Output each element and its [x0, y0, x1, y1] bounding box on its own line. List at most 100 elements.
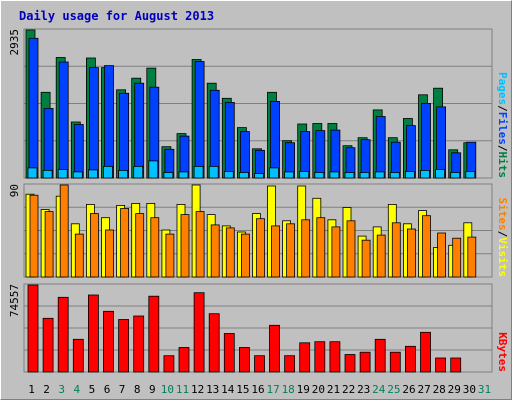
visits-sites-bar-day-21	[331, 226, 341, 278]
hits-pages-bar-day-28	[435, 168, 446, 179]
x-tick-label-day-7: 7	[119, 383, 126, 396]
hits-panel: 2935	[8, 28, 493, 179]
hits-pages-bar-day-23	[359, 172, 370, 179]
hits-pages-bar-day-12	[193, 165, 204, 179]
x-tick-label-day-8: 8	[134, 383, 141, 396]
hits-files-bar-day-14	[224, 102, 235, 179]
hits-pages-bar-day-9	[148, 160, 159, 179]
hits-files-bar-day-12	[194, 61, 205, 179]
x-tick-label-day-12: 12	[191, 383, 204, 396]
x-tick-label-day-16: 16	[251, 383, 264, 396]
hits-pages-bar-day-17	[269, 167, 279, 179]
hits-pages-bar-day-27	[420, 169, 430, 179]
kbytes-kbytes-bar-day-21	[329, 341, 341, 373]
hits-files-bar-day-13	[209, 89, 220, 179]
kbytes-kbytes-bar-day-7	[118, 319, 129, 373]
visits-sites-bar-day-3	[59, 184, 69, 278]
x-tick-label-day-18: 18	[282, 383, 295, 396]
hits-files-bar-day-27	[421, 103, 431, 179]
hits-files-bar-day-26	[405, 125, 416, 179]
kbytes-kbytes-bar-day-3	[57, 296, 69, 373]
visits-sites-bar-day-14	[225, 227, 235, 278]
x-tick-label-day-23: 23	[357, 383, 370, 396]
hits-files-bar-day-17	[270, 101, 280, 179]
x-tick-label-day-17: 17	[266, 383, 279, 396]
visits-sites-bar-day-29	[452, 237, 462, 278]
visits-sites-bar-day-25	[391, 222, 401, 278]
hits-files-bar-day-5	[89, 67, 99, 179]
kbytes-kbytes-bar-day-17	[269, 324, 280, 373]
visits-panel: 90	[8, 183, 493, 278]
legend-entry: Sites	[496, 198, 509, 231]
hits-pages-bar-day-2	[42, 169, 53, 179]
visits-panel-legend: Sites/Visits	[496, 198, 509, 278]
hits-pages-bar-day-1	[27, 167, 38, 179]
visits-sites-bar-day-30	[467, 236, 477, 278]
kbytes-kbytes-bar-day-15	[238, 347, 250, 373]
x-tick-label-day-2: 2	[43, 383, 50, 396]
legend-entry: Files	[496, 112, 509, 145]
kbytes-kbytes-bar-day-27	[420, 331, 431, 373]
visits-sites-bar-day-22	[346, 220, 356, 278]
hits-pages-bar-day-5	[88, 169, 98, 179]
kbytes-kbytes-bar-day-9	[148, 295, 160, 373]
kbytes-panel: 74557	[8, 283, 493, 373]
visits-ymax-label: 90	[8, 184, 21, 197]
kbytes-kbytes-bar-day-29	[450, 357, 462, 373]
x-tick-label-day-5: 5	[89, 383, 96, 396]
x-tick-label-day-20: 20	[312, 383, 325, 396]
visits-sites-bar-day-16	[256, 218, 265, 278]
kbytes-kbytes-bar-day-28	[435, 357, 447, 373]
x-tick-label-day-6: 6	[104, 383, 111, 396]
hits-pages-bar-day-26	[404, 170, 415, 179]
x-tick-label-day-28: 28	[433, 383, 446, 396]
visits-sites-bar-day-12	[195, 211, 205, 278]
legend-entry: /	[496, 145, 509, 152]
x-tick-label-day-22: 22	[342, 383, 355, 396]
x-tick-label-day-11: 11	[176, 383, 189, 396]
visits-sites-bar-day-26	[406, 228, 416, 278]
kbytes-kbytes-bar-day-10	[163, 355, 175, 373]
hits-files-bar-day-2	[43, 108, 54, 179]
visits-sites-bar-day-17	[271, 225, 280, 278]
x-tick-label-day-21: 21	[327, 383, 340, 396]
visits-sites-bar-day-11	[180, 214, 190, 278]
kbytes-kbytes-bar-day-25	[389, 351, 401, 373]
visits-sites-bar-day-4	[74, 233, 84, 278]
kbytes-kbytes-bar-day-26	[404, 345, 416, 373]
hits-pages-bar-day-16	[254, 173, 264, 179]
hits-files-bar-day-3	[58, 61, 69, 179]
x-tick-label-day-27: 27	[417, 383, 430, 396]
hits-files-bar-day-6	[104, 65, 114, 179]
kbytes-kbytes-bar-day-5	[88, 294, 99, 373]
kbytes-kbytes-bar-day-24	[374, 338, 386, 373]
hits-files-bar-day-28	[436, 106, 447, 179]
hits-pages-bar-day-10	[163, 172, 174, 179]
kbytes-kbytes-bar-day-18	[284, 355, 296, 373]
kbytes-kbytes-bar-day-14	[223, 333, 235, 373]
x-tick-label-day-24: 24	[372, 383, 386, 396]
x-tick-label-day-25: 25	[387, 383, 400, 396]
visits-sites-bar-day-8	[135, 213, 145, 278]
visits-sites-bar-day-6	[105, 229, 114, 278]
kbytes-kbytes-bar-day-11	[178, 347, 190, 373]
x-tick-label-day-19: 19	[297, 383, 310, 396]
hits-pages-bar-day-8	[133, 165, 144, 179]
chart-title: Daily usage for August 2013	[19, 9, 214, 23]
legend-entry: /	[496, 105, 509, 112]
hits-files-bar-day-15	[239, 131, 250, 179]
x-tick-label-day-15: 15	[236, 383, 249, 396]
kbytes-kbytes-bar-day-23	[359, 351, 371, 373]
hits-pages-bar-day-24	[374, 171, 385, 179]
kbytes-kbytes-bar-day-19	[299, 342, 311, 373]
visits-sites-bar-day-27	[422, 215, 431, 278]
kbytes-kbytes-bar-day-1	[27, 284, 39, 373]
hits-files-bar-day-4	[73, 124, 84, 179]
kbytes-kbytes-bar-day-16	[254, 355, 265, 373]
hits-pages-bar-day-3	[57, 168, 68, 179]
hits-pages-bar-day-14	[223, 170, 234, 179]
x-tick-label-day-9: 9	[149, 383, 156, 396]
kbytes-kbytes-bar-day-4	[72, 338, 84, 373]
visits-sites-bar-day-23	[361, 239, 371, 278]
